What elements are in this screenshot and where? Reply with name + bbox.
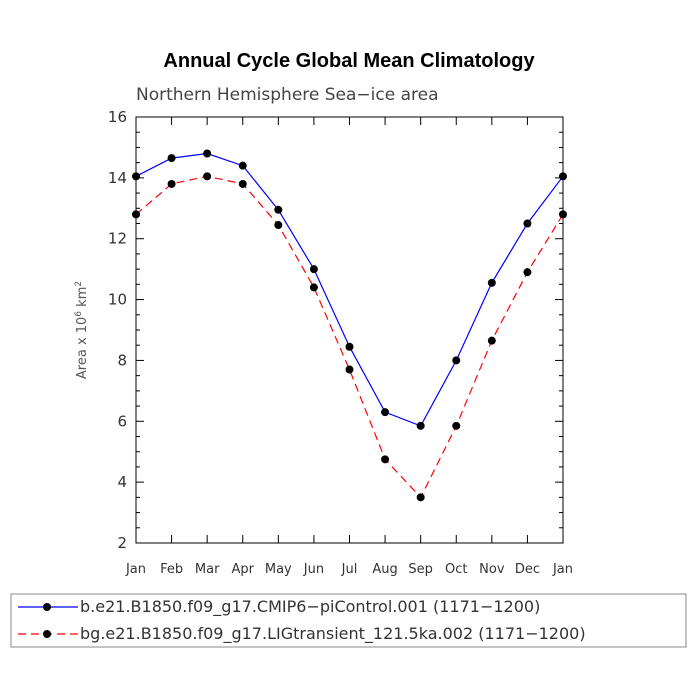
y-tick-label: 4 — [117, 473, 127, 491]
y-tick-label: 8 — [117, 351, 127, 369]
data-point-series-2 — [274, 221, 283, 230]
series-layer — [132, 149, 567, 502]
axes: 2 4 6 8 10 12 14 16 Jan Feb Mar Apr May Jun Jul Aug Sep O… — [108, 108, 573, 577]
y-tick-label: 16 — [108, 108, 127, 126]
chart-title: Annual Cycle Global Mean Climatology — [163, 50, 535, 72]
y-tick-label: 6 — [117, 412, 127, 430]
x-tick-label: Nov — [479, 562, 505, 577]
chart-subtitle: Northern Hemisphere Sea−ice area — [136, 85, 439, 105]
series-line-2 — [135, 175, 564, 499]
legend-label-series-2: bg.e21.B1850.f09_g17.LIGtransient_121.5k… — [80, 624, 586, 644]
x-tick-label: Feb — [160, 562, 183, 577]
data-point-series-2 — [559, 210, 567, 219]
legend-marker-series-2 — [43, 630, 51, 638]
data-point-series-1 — [523, 219, 532, 228]
x-tick-label: Jan — [552, 562, 573, 577]
data-point-series-2 — [132, 210, 140, 219]
data-point-series-1 — [416, 421, 425, 430]
plot-frame — [135, 116, 564, 544]
data-point-series-2 — [203, 172, 212, 181]
data-point-series-2 — [523, 268, 532, 277]
x-tick-label: Aug — [372, 562, 397, 577]
y-tick-label: 2 — [117, 534, 127, 552]
x-tick-label: Dec — [515, 562, 540, 577]
data-point-series-1 — [274, 205, 283, 214]
data-point-series-2 — [452, 421, 461, 430]
data-point-series-2 — [381, 455, 390, 464]
y-axis-label: Area x 106 km2 — [74, 281, 90, 379]
data-point-series-1 — [238, 161, 247, 170]
x-tick-label: May — [265, 562, 292, 577]
legend-marker-series-1 — [43, 603, 51, 611]
legend-label-series-1: b.e21.B1850.f09_g17.CMIP6−piControl.001 … — [80, 597, 540, 617]
x-tick-label: Mar — [195, 562, 220, 577]
data-point-series-2 — [416, 493, 425, 502]
data-point-series-1 — [559, 172, 567, 181]
data-point-series-2 — [238, 179, 247, 188]
legend: b.e21.B1850.f09_g17.CMIP6−piControl.001 … — [10, 593, 687, 648]
y-tick-label: 10 — [108, 291, 127, 309]
data-point-series-1 — [203, 149, 212, 158]
data-point-series-1 — [345, 342, 354, 351]
data-point-series-2 — [345, 365, 354, 374]
x-tick-label: Oct — [445, 562, 467, 577]
data-point-series-1 — [309, 265, 318, 274]
data-point-series-2 — [167, 179, 176, 188]
data-point-series-1 — [132, 172, 140, 181]
data-point-series-1 — [452, 356, 461, 365]
data-point-series-2 — [309, 283, 318, 292]
x-tick-label: Sep — [408, 562, 433, 577]
x-tick-label: Jul — [341, 562, 358, 577]
series-line-1 — [135, 152, 564, 427]
data-point-series-1 — [167, 154, 176, 163]
data-point-series-1 — [381, 408, 390, 417]
x-tick-label: Jan — [125, 562, 146, 577]
x-tick-label: Jun — [303, 562, 324, 577]
x-tick-label: Apr — [232, 562, 255, 577]
data-point-series-1 — [487, 278, 496, 287]
y-tick-label: 14 — [108, 169, 127, 187]
data-point-series-2 — [487, 336, 496, 345]
y-tick-label: 12 — [108, 230, 127, 248]
legend-box — [10, 593, 687, 648]
